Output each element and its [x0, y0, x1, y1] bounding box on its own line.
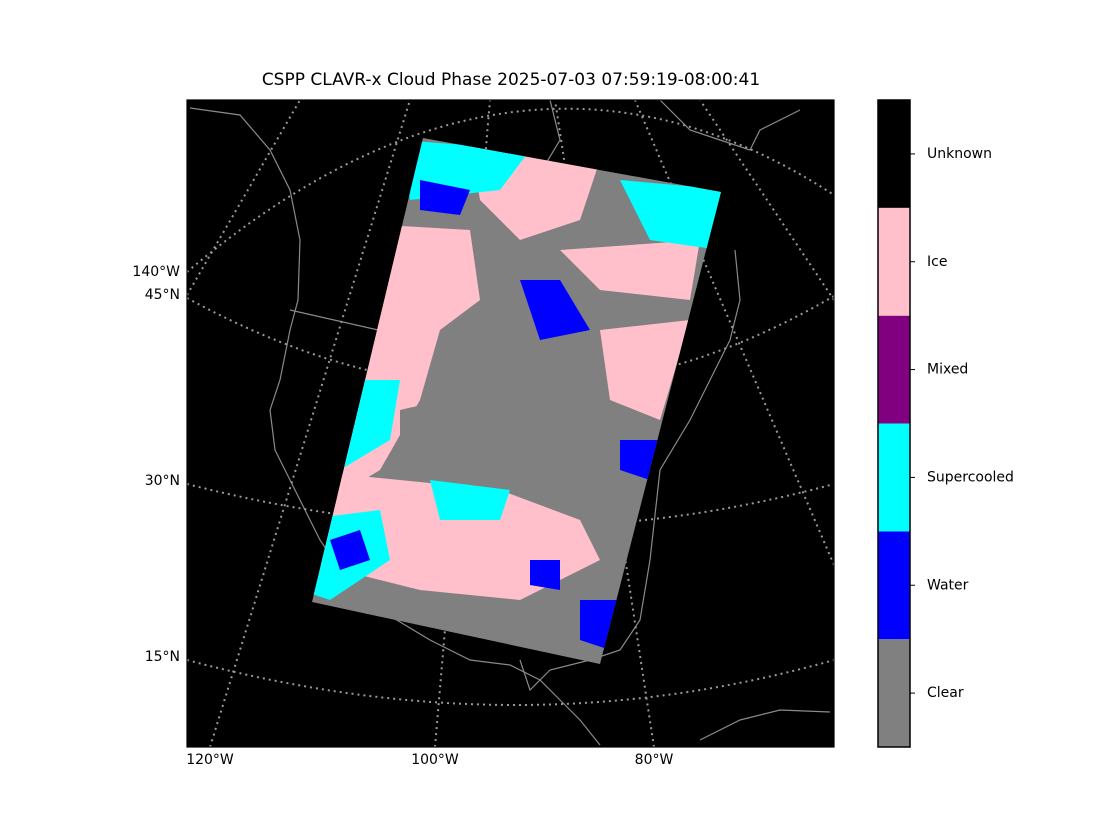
colorbar-label: Unknown	[927, 146, 992, 162]
cloud-region	[520, 280, 590, 340]
bottom-axis-label: 100°W	[411, 752, 459, 768]
colorbar-segment	[878, 315, 910, 424]
colorbar-segment	[878, 423, 910, 532]
left-axis-label: 15°N	[145, 649, 180, 665]
cloud-region	[400, 398, 600, 478]
colorbar-frame	[877, 99, 911, 748]
cloud-region	[600, 320, 690, 420]
left-axis-label: 140°W	[132, 264, 180, 280]
colorbar-label: Water	[927, 577, 969, 593]
bottom-axis-label: 80°W	[635, 752, 674, 768]
cloud-region	[530, 560, 560, 590]
map-labels: 140°W 45°N 30°N 15°N 120°W 100°W 80°W	[132, 264, 673, 768]
colorbar-label: Ice	[927, 254, 947, 270]
colorbar-label: Clear	[927, 685, 964, 701]
cloud-region	[620, 180, 721, 250]
left-axis-label: 30°N	[145, 473, 180, 489]
colorbar-segment	[878, 639, 910, 747]
colorbar-segment	[878, 207, 910, 316]
cloud-region	[430, 480, 510, 520]
colorbar-label: Supercooled	[927, 469, 1014, 485]
colorbar-segment	[878, 531, 910, 640]
left-axis-label: 45°N	[145, 287, 180, 303]
colorbar-label: Mixed	[927, 362, 968, 378]
map-frame	[186, 99, 835, 748]
cloud-region	[330, 530, 370, 570]
colorbar-segment	[878, 100, 910, 208]
cloud-region	[560, 240, 700, 300]
bottom-axis-label: 120°W	[186, 752, 234, 768]
colorbar: Clear Water Supercooled Mixed Ice Unknown	[877, 99, 1014, 748]
map-title: CSPP CLAVR-x Cloud Phase 2025-07-03 07:5…	[262, 70, 760, 90]
cloud-region	[420, 180, 470, 215]
